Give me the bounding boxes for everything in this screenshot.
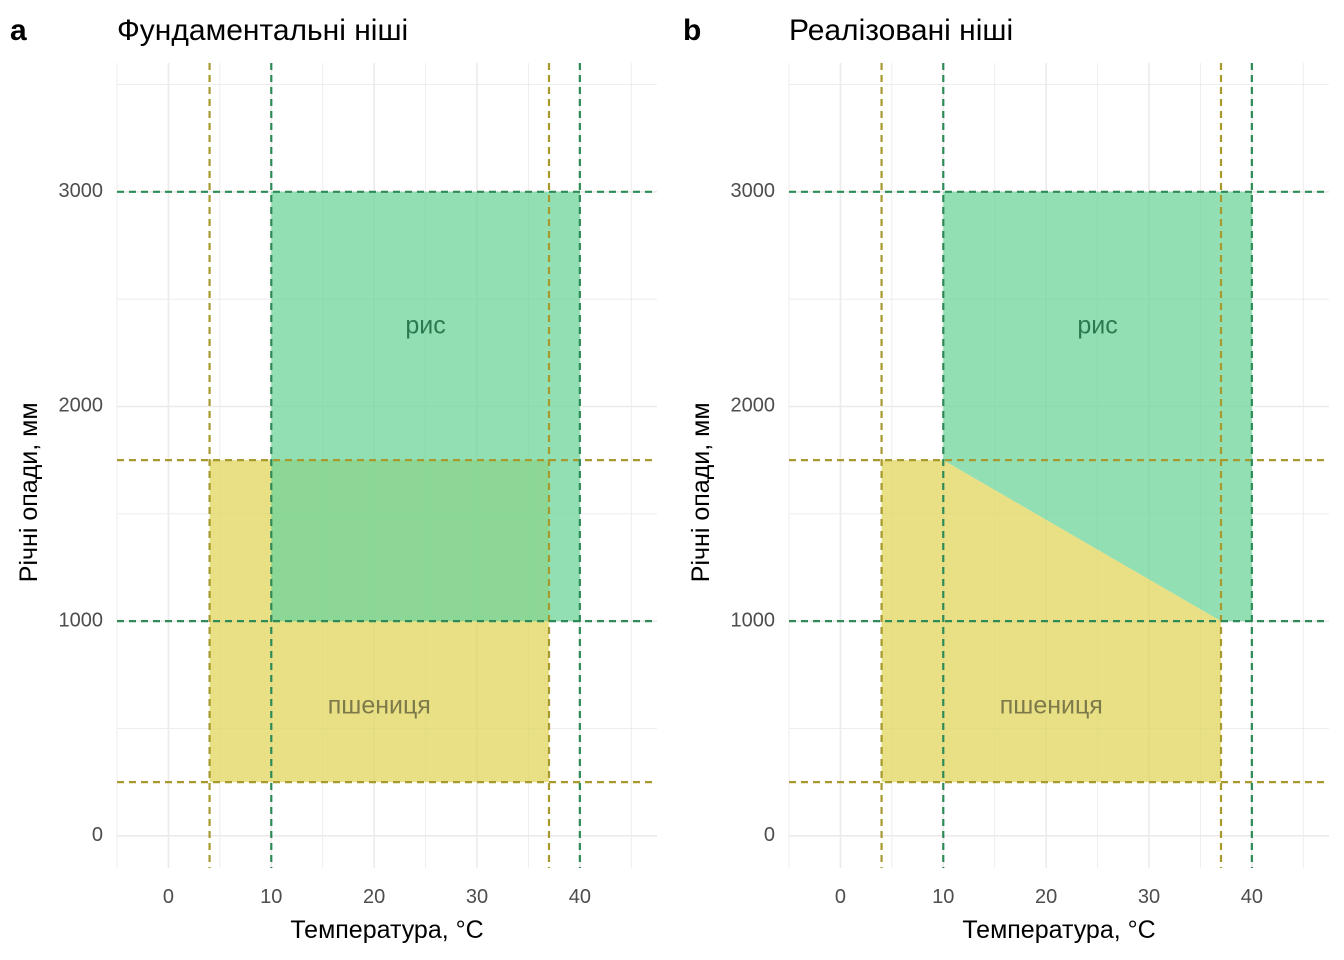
rice-niche-region	[943, 191, 1252, 622]
x-axis-title: Температура, °C	[962, 916, 1155, 944]
rice-label: рис	[405, 312, 445, 340]
x-tick-label: 0	[163, 886, 174, 908]
wheat-label: пшениця	[328, 692, 431, 720]
x-tick-label: 10	[260, 886, 282, 908]
x-tick-label: 10	[932, 886, 954, 908]
y-axis-title: Річні опади, мм	[687, 402, 715, 582]
y-tick-label: 0	[764, 824, 775, 846]
boundary-lines	[789, 63, 1329, 868]
y-tick-label: 0	[92, 824, 103, 846]
wheat-label: пшениця	[1000, 692, 1103, 720]
y-tick-label: 2000	[731, 395, 776, 417]
y-axis-title: Річні опади, мм	[15, 402, 43, 582]
x-tick-label: 30	[1138, 886, 1160, 908]
panel-letter: a	[10, 14, 27, 47]
y-tick-label: 3000	[731, 180, 776, 202]
panel-title: Реалізовані ніші	[789, 14, 1013, 47]
niche-regions	[881, 191, 1252, 783]
rice-label: рис	[1077, 312, 1117, 340]
x-tick-label: 20	[1035, 886, 1057, 908]
wheat-niche-region	[881, 460, 1221, 783]
x-axis-title: Температура, °C	[290, 916, 483, 944]
niche-regions	[209, 191, 580, 783]
x-tick-label: 40	[569, 886, 591, 908]
panel-b: b Реалізовані ніші пшениця рис 0 10 20 30 40 0 100…	[683, 14, 1329, 944]
x-tick-label: 40	[1241, 886, 1263, 908]
y-tick-label: 1000	[59, 609, 104, 631]
panel-title: Фундаментальні ніші	[117, 14, 408, 47]
panel-a: a Фундаментальні ніші пшениця рис 0 10 20 30 40 0…	[10, 14, 657, 944]
boundary-lines	[117, 63, 657, 868]
x-tick-label: 30	[466, 886, 488, 908]
rice-niche-region	[271, 191, 580, 622]
y-tick-label: 2000	[59, 395, 104, 417]
y-tick-label: 1000	[731, 609, 776, 631]
x-tick-label: 20	[363, 886, 385, 908]
x-tick-label: 0	[835, 886, 846, 908]
panel-letter: b	[683, 14, 701, 47]
y-tick-label: 3000	[59, 180, 104, 202]
